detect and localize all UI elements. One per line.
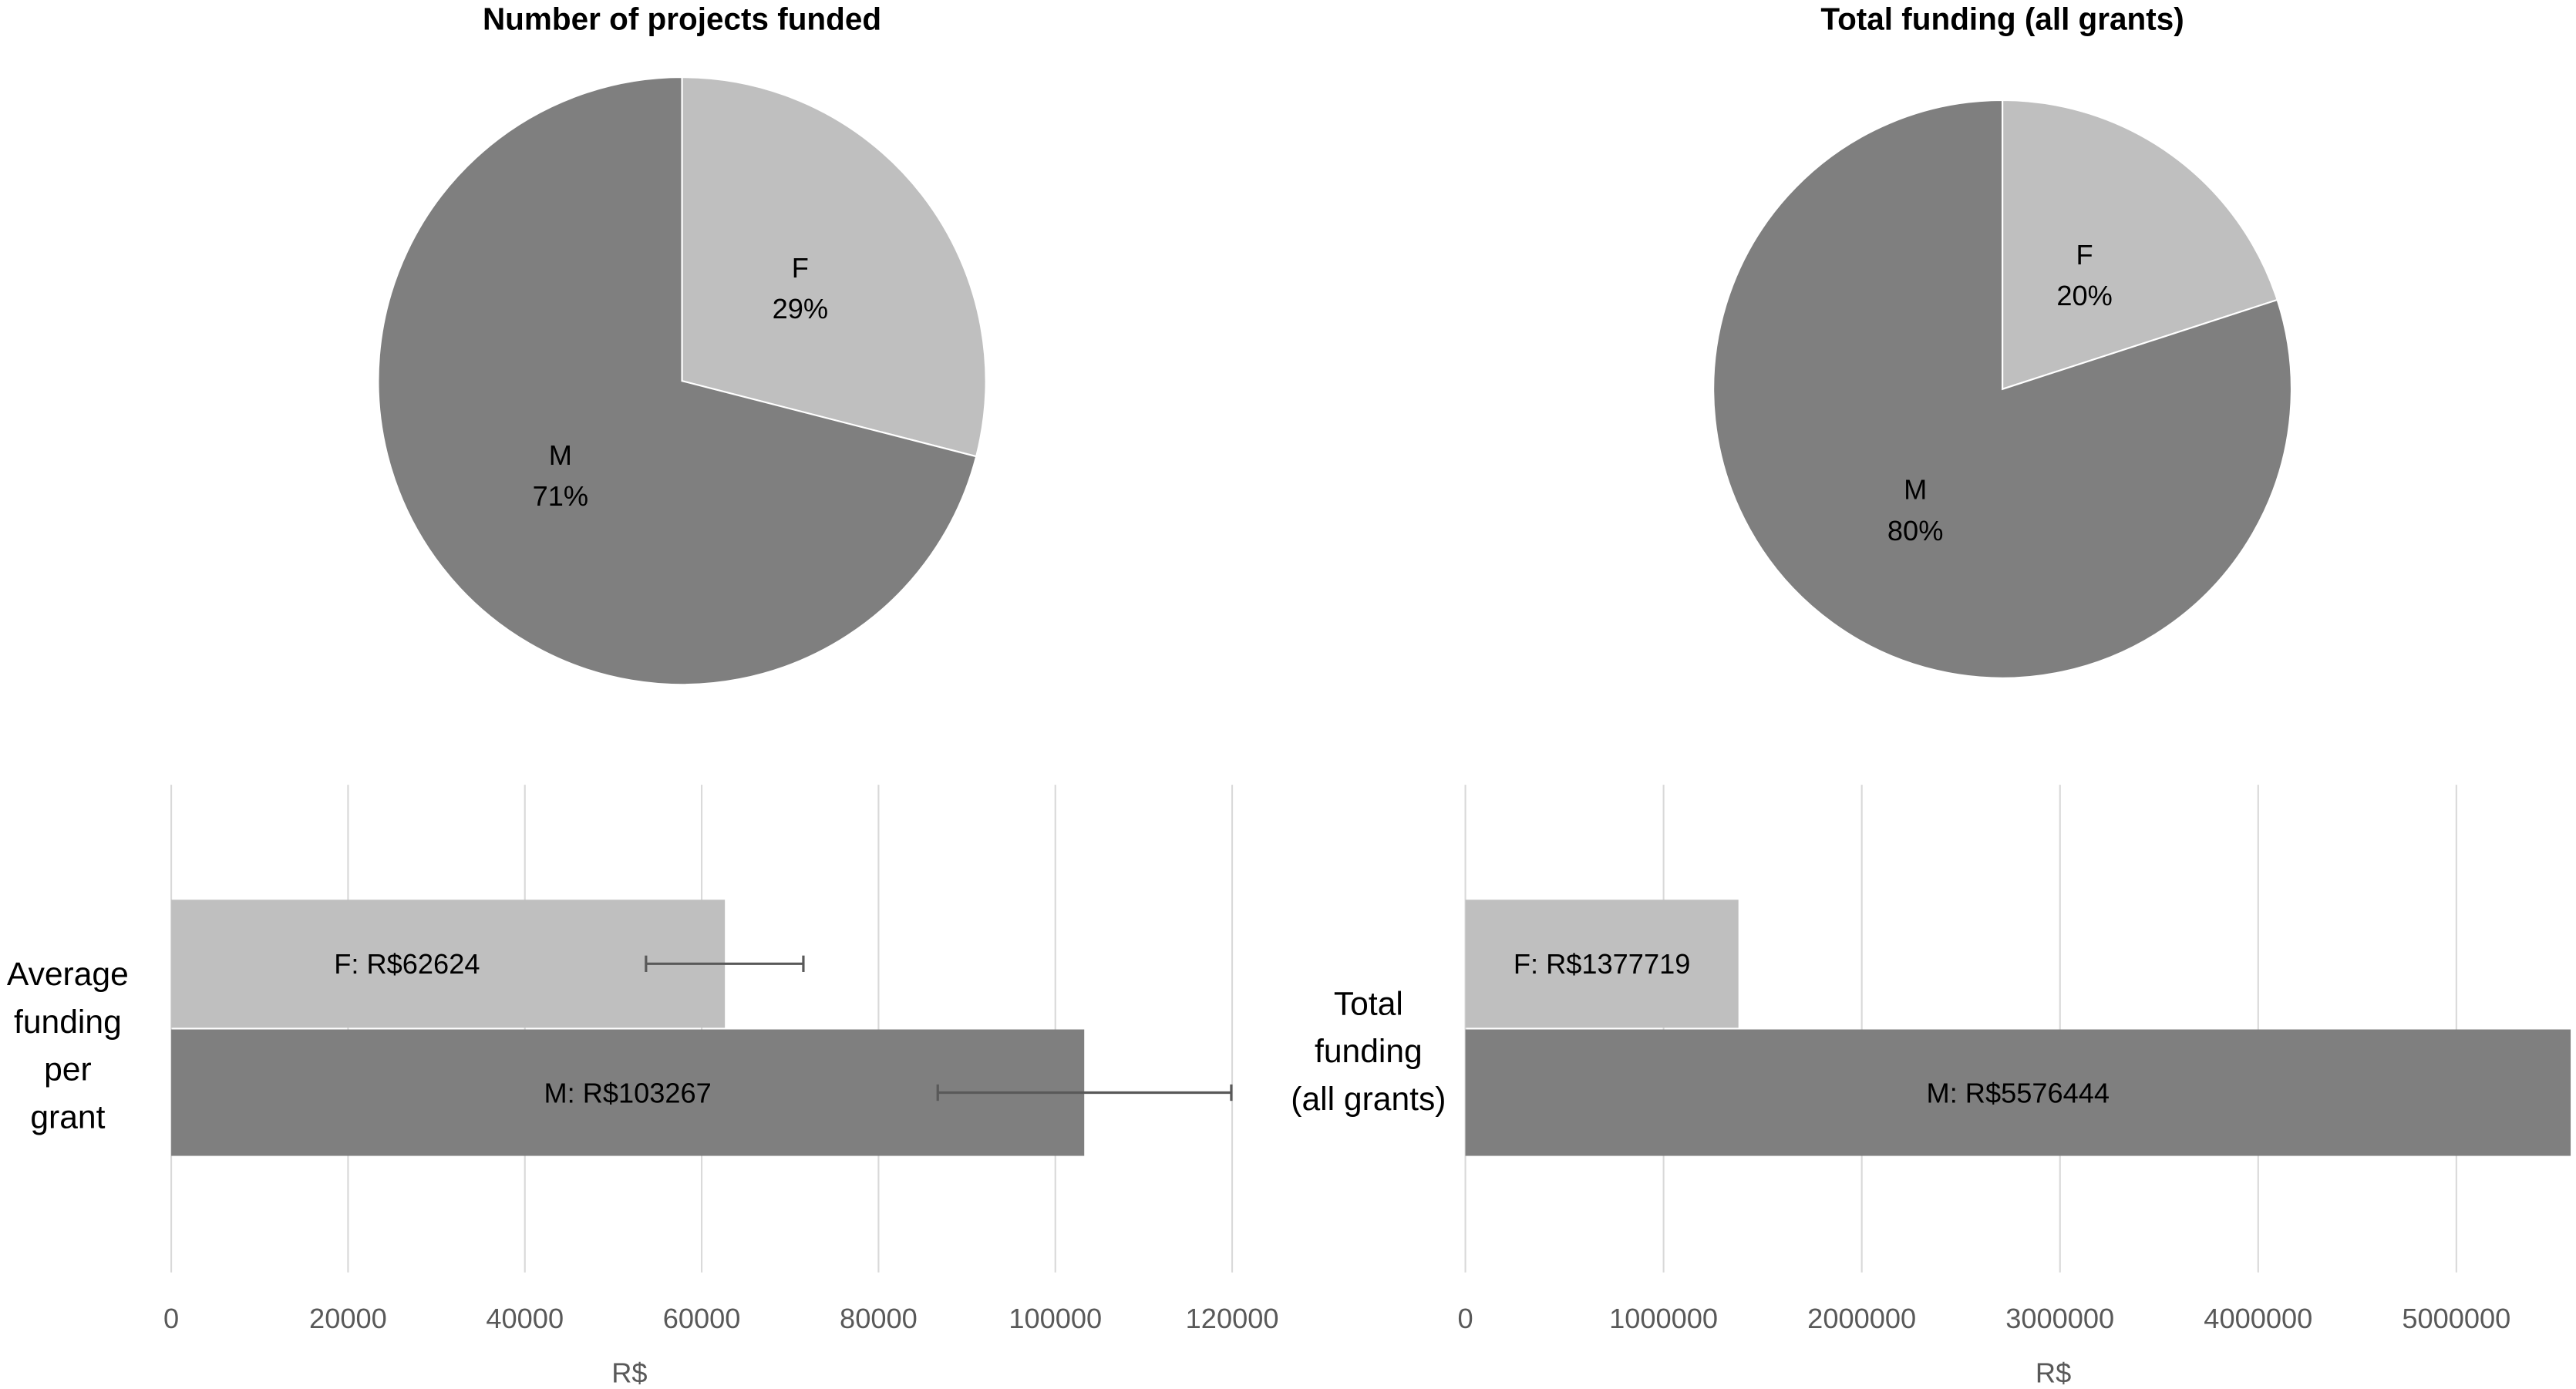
x-tick-label: 2000000 — [1807, 1303, 1916, 1334]
bar-data-label: F: R$1377719 — [1514, 948, 1690, 980]
slice-label: M — [1904, 474, 1927, 506]
category-label: Total — [1334, 985, 1403, 1022]
x-tick-label: 120000 — [1186, 1303, 1279, 1334]
bar-m — [1465, 1029, 2571, 1156]
category-label: Average — [7, 956, 129, 993]
pie-title: Total funding (all grants) — [1820, 1, 2184, 36]
pie-title: Number of projects funded — [483, 1, 881, 36]
x-tick-label: 80000 — [840, 1303, 918, 1334]
bar-f — [1465, 900, 1739, 1028]
x-tick-label: 3000000 — [2005, 1303, 2114, 1334]
category-label: funding — [14, 1004, 122, 1041]
x-tick-label: 100000 — [1009, 1303, 1102, 1334]
x-tick-label: 5000000 — [2402, 1303, 2510, 1334]
slice-percent: 80% — [1887, 515, 1943, 547]
slice-label: F — [2076, 239, 2093, 271]
x-tick-label: 20000 — [309, 1303, 387, 1334]
category-label: (all grants) — [1291, 1081, 1446, 1118]
slice-percent: 71% — [533, 480, 588, 512]
x-tick-label: 0 — [1457, 1303, 1473, 1334]
x-tick-label: 4000000 — [2204, 1303, 2312, 1334]
slice-label: M — [549, 439, 572, 471]
pie-slice-f — [2001, 99, 2278, 391]
x-tick-label: 40000 — [486, 1303, 564, 1334]
x-tick-label: 60000 — [663, 1303, 741, 1334]
bar-f — [171, 900, 726, 1028]
category-label: per — [44, 1051, 92, 1088]
bar-data-label: M: R$103267 — [544, 1077, 711, 1108]
bar-data-label: M: R$5576444 — [1927, 1077, 2110, 1108]
slice-percent: 20% — [2056, 280, 2112, 311]
pie-slice-m — [1712, 99, 2292, 679]
bar-data-label: F: R$62624 — [334, 948, 480, 980]
pie-slice-f — [681, 76, 987, 458]
slice-label: F — [792, 252, 809, 284]
bar-m — [171, 1029, 1085, 1156]
slice-percent: 29% — [773, 293, 828, 325]
category-label: grant — [30, 1098, 105, 1135]
pie-slice-m — [377, 76, 978, 686]
x-tick-label: 1000000 — [1609, 1303, 1718, 1334]
x-axis-label: R$ — [611, 1357, 647, 1388]
category-label: funding — [1315, 1033, 1423, 1070]
x-tick-label: 0 — [163, 1303, 179, 1334]
x-axis-label: R$ — [2036, 1357, 2071, 1388]
